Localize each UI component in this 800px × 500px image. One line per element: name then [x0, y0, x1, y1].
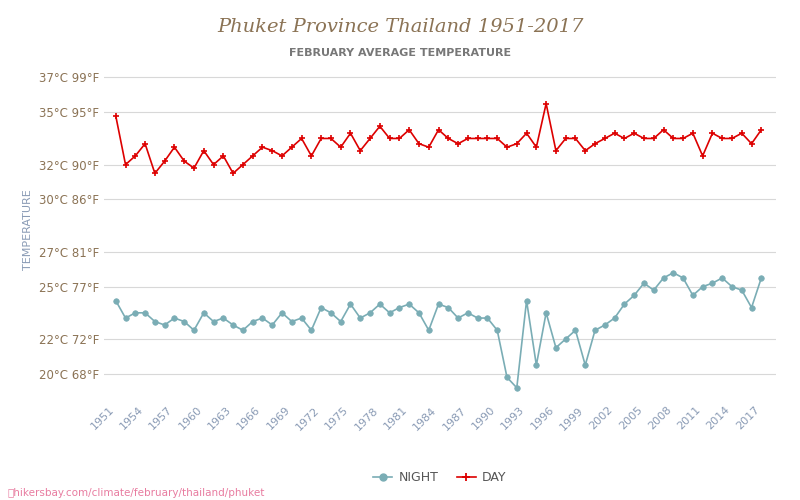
Text: Phuket Province Thailand 1951-2017: Phuket Province Thailand 1951-2017	[217, 18, 583, 36]
Legend: NIGHT, DAY: NIGHT, DAY	[369, 466, 511, 489]
Text: 📍hikersbay.com/climate/february/thailand/phuket: 📍hikersbay.com/climate/february/thailand…	[8, 488, 266, 498]
Text: FEBRUARY AVERAGE TEMPERATURE: FEBRUARY AVERAGE TEMPERATURE	[289, 48, 511, 58]
Y-axis label: TEMPERATURE: TEMPERATURE	[23, 190, 34, 270]
